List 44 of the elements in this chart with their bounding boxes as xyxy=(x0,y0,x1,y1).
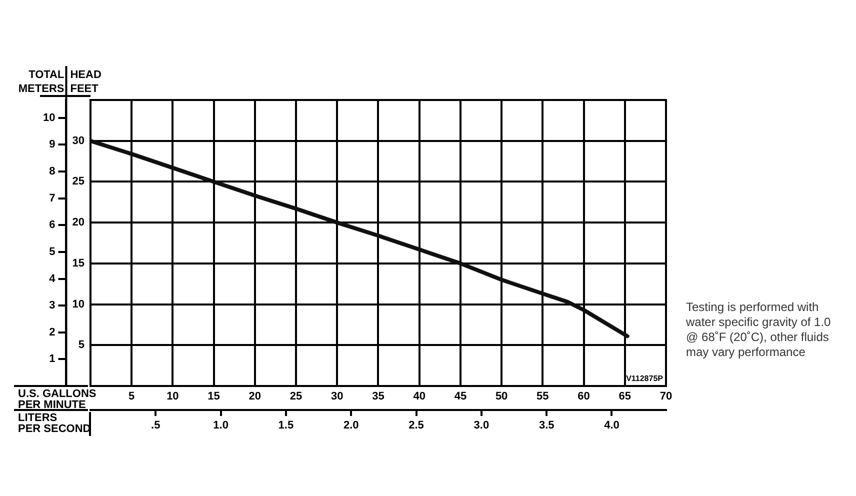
x-tick-label: 35 xyxy=(372,390,384,403)
y2-tick-label: 4 xyxy=(49,272,56,285)
y2-tick-label: 2 xyxy=(49,326,56,338)
x-tick-label: 50 xyxy=(495,390,508,403)
x2-tick-label: 3.0 xyxy=(474,420,490,432)
x-tick-label: 10 xyxy=(166,390,179,403)
y2-tick-label: 3 xyxy=(49,300,56,312)
x-axis-title: U.S. GALLONS PER MINUTE xyxy=(18,388,96,411)
y-tick-label: 5 xyxy=(78,339,84,352)
y2-tick-label: 10 xyxy=(42,112,56,124)
x-tick-label: 60 xyxy=(578,390,590,403)
x2-tick-label: 3.5 xyxy=(538,420,554,432)
x-tick-label: 45 xyxy=(454,390,467,403)
y2-tick-label: 6 xyxy=(49,219,56,232)
x2-tick-label: 1.5 xyxy=(278,420,294,432)
x-tick-label: 55 xyxy=(536,390,549,403)
y-axis-title: HEAD FEET xyxy=(70,69,102,95)
annotation: V112875P xyxy=(626,374,664,383)
x-tick-label: 65 xyxy=(618,390,632,403)
x-tick-label: 30 xyxy=(331,390,344,403)
x2-tick-label: 2.0 xyxy=(343,420,359,432)
y-tick-label: 10 xyxy=(72,298,84,310)
y2-axis-title: TOTAL METERS xyxy=(18,69,64,95)
y2-tick-label: 7 xyxy=(49,192,56,204)
y2-tick-label: 5 xyxy=(49,246,56,258)
y2-tick-label: 1 xyxy=(49,353,56,366)
y-tick-label: 20 xyxy=(72,216,84,229)
x-tick-label: 20 xyxy=(248,390,262,403)
y2-tick-label: 8 xyxy=(49,166,56,178)
x-tick-label: 70 xyxy=(660,390,672,403)
x2-tick-label: .5 xyxy=(151,420,160,432)
x-tick-label: 15 xyxy=(208,390,220,403)
y-tick-label: 15 xyxy=(72,257,84,270)
y-tick-label: 25 xyxy=(72,176,84,188)
x2-tick-label: 2.5 xyxy=(408,420,424,432)
x2-axis-title: LITERS PER SECOND xyxy=(18,412,91,435)
x-tick-label: 5 xyxy=(128,390,135,403)
x2-tick-label: 4.0 xyxy=(604,420,620,432)
text: Testing is performed with water specific gravity of 1.0 @ 68˚F (20˚C), other fluids may vary performance xyxy=(685,300,832,359)
x2-tick-label: 1.0 xyxy=(213,420,228,432)
y-tick-label: 30 xyxy=(72,134,84,147)
y2-tick-label: 9 xyxy=(49,138,56,151)
x-tick-label: 25 xyxy=(290,390,302,403)
x-tick-label: 40 xyxy=(413,390,426,403)
